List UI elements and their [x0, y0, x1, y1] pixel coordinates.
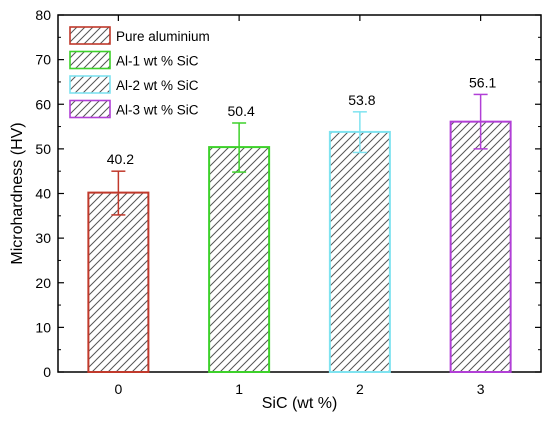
legend: Pure aluminium Al-1 wt % SiC Al-2 wt % SiC… — [69, 26, 210, 119]
data-label: 56.1 — [469, 74, 496, 90]
error-bars — [111, 93, 488, 216]
y-tick-label: 10 — [35, 319, 51, 335]
x-tick-label: 0 — [114, 381, 122, 397]
legend-swatch — [69, 99, 111, 119]
legend-label: Pure aluminium — [116, 29, 210, 44]
y-tick-label: 40 — [35, 186, 51, 202]
legend-swatch — [69, 50, 111, 70]
x-axis-title: SiC (wt %) — [262, 395, 338, 412]
legend-swatch — [69, 26, 111, 45]
y-tick-label: 0 — [43, 364, 51, 380]
y-axis-title: Microhardness (HV) — [9, 122, 26, 264]
legend-label: Al-3 wt % SiC — [116, 103, 199, 118]
y-tick-label: 30 — [35, 230, 51, 246]
y-tick-label: 50 — [35, 141, 51, 157]
x-tick-label: 3 — [477, 381, 485, 397]
legend-label: Al-2 wt % SiC — [116, 78, 199, 93]
bar — [328, 130, 391, 373]
bar — [87, 191, 150, 373]
data-label: 53.8 — [348, 92, 375, 108]
bar — [208, 146, 271, 373]
y-tick-label: 60 — [35, 96, 51, 112]
legend-swatch — [69, 75, 111, 94]
y-tick-label: 70 — [35, 52, 51, 68]
bars — [87, 120, 512, 373]
data-labels: 40.2 50.4 53.8 56.1 — [107, 74, 497, 167]
data-label: 40.2 — [107, 151, 134, 167]
x-tick-label: 1 — [235, 381, 243, 397]
legend-label: Al-1 wt % SiC — [116, 54, 199, 69]
data-label: 50.4 — [228, 103, 255, 119]
y-tick-label: 80 — [35, 7, 51, 23]
y-axis: 0 10 20 30 40 50 60 70 80 — [35, 7, 541, 380]
x-axis: 0 1 2 3 — [114, 15, 485, 397]
bar — [449, 120, 512, 373]
y-tick-label: 20 — [35, 275, 51, 291]
x-tick-label: 2 — [356, 381, 364, 397]
